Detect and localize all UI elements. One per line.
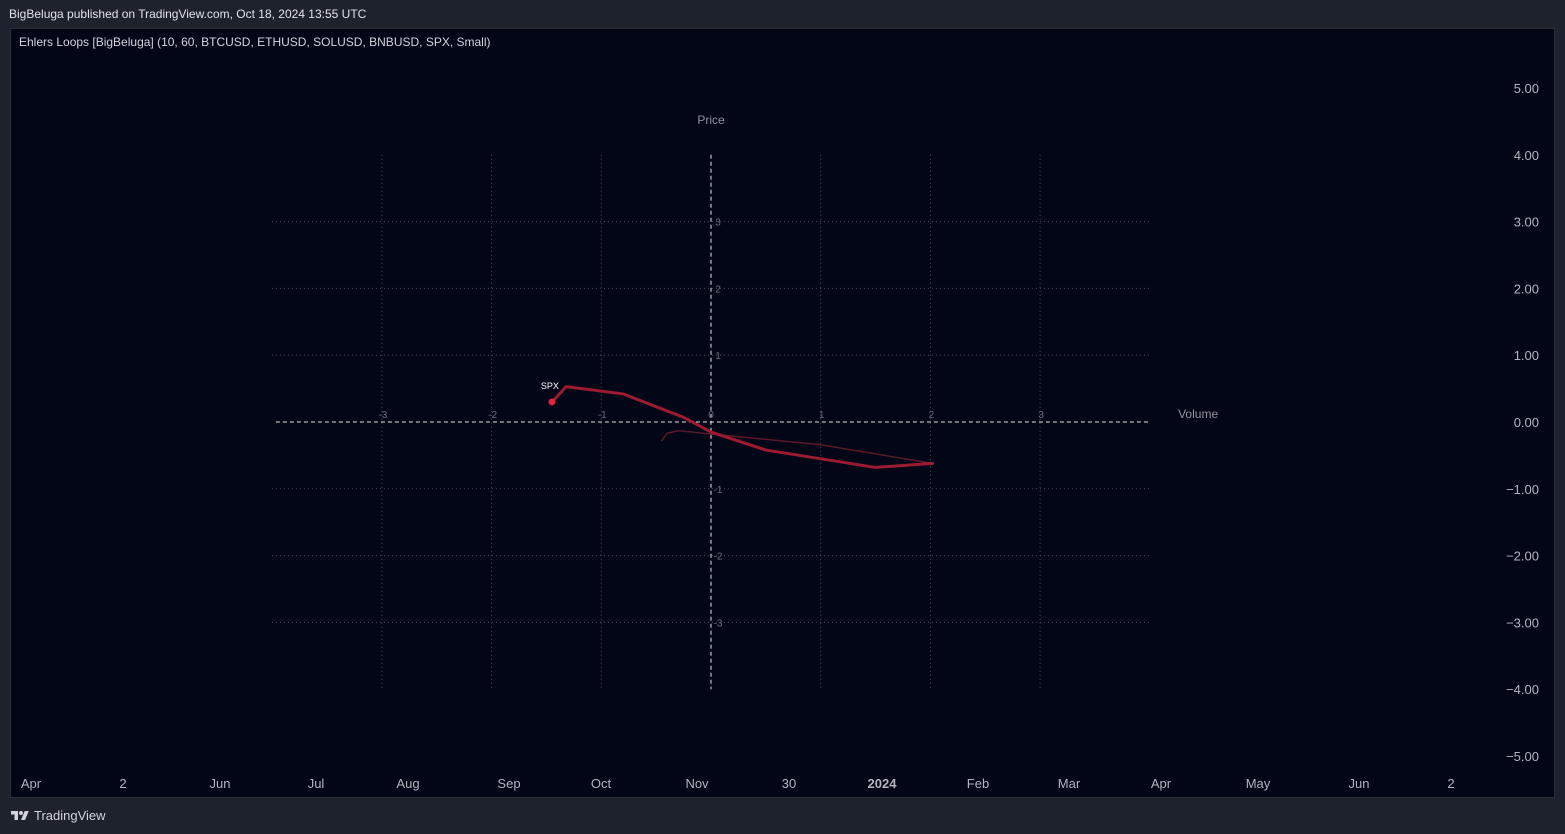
time-scale-label: 2024	[868, 776, 898, 791]
inner-x-tick-label: 1	[819, 410, 825, 421]
inner-x-tick-label: 2	[929, 410, 935, 421]
time-scale-label: 2	[1447, 776, 1454, 791]
time-scale-label: 30	[782, 776, 796, 791]
price-scale-label: −5.00	[1506, 749, 1539, 764]
time-scale-label: Nov	[685, 776, 709, 791]
inner-y-tick-label: 1	[715, 351, 721, 362]
header-bar: BigBeluga published on TradingView.com, …	[0, 0, 1565, 28]
spx-loop-tail	[660, 429, 934, 465]
price-scale-label: 1.00	[1514, 348, 1539, 363]
time-scale-label: Mar	[1058, 776, 1081, 791]
inner-x-tick-label: -1	[598, 410, 607, 421]
publish-info: BigBeluga published on TradingView.com, …	[9, 7, 367, 21]
indicator-title[interactable]: Ehlers Loops [BigBeluga] (10, 60, BTCUSD…	[19, 35, 491, 49]
spx-head-point	[548, 398, 556, 406]
inner-x-tick-label: 3	[1038, 410, 1044, 421]
price-scale-label: 4.00	[1514, 148, 1539, 163]
time-scale-label: Feb	[967, 776, 989, 791]
footer-bar: TradingView	[0, 800, 1565, 834]
y-axis-title: Price	[697, 113, 725, 127]
inner-y-tick-label: -3	[714, 618, 723, 629]
spx-series-label: SPX	[541, 381, 559, 391]
inner-x-tick-label: -3	[378, 410, 387, 421]
time-scale-label: May	[1246, 776, 1271, 791]
spx-loop-line	[550, 385, 935, 469]
tradingview-logo-icon	[11, 810, 29, 820]
price-scale-label: 2.00	[1514, 281, 1539, 296]
inner-y-tick-label: 3	[715, 218, 721, 229]
time-scale-label: Jul	[308, 776, 325, 791]
price-scale-label: 0.00	[1514, 415, 1539, 430]
time-scale-label: Jun	[1349, 776, 1370, 791]
x-axis-title: Volume	[1178, 407, 1218, 421]
price-scale-label: −2.00	[1506, 549, 1539, 564]
time-scale-label: Oct	[591, 776, 612, 791]
footer-brand[interactable]: TradingView	[10, 808, 106, 823]
loop-chart[interactable]: -3 -2 -1 0 1 2 3 3 2 1 -1 -2 -3 Price Volume SPX 5.00 4.0…	[11, 29, 1554, 797]
time-scale-label: 2	[119, 776, 126, 791]
price-scale-label: 3.00	[1514, 215, 1539, 230]
inner-y-tick-label: -2	[714, 552, 723, 563]
time-scale-label: Jun	[210, 776, 231, 791]
chart-panel[interactable]: -3 -2 -1 0 1 2 3 3 2 1 -1 -2 -3 Price Volume SPX 5.00 4.0…	[10, 28, 1555, 798]
price-scale-label: −3.00	[1506, 615, 1539, 630]
inner-x-tick-label: -2	[488, 410, 497, 421]
time-scale-label: Apr	[21, 776, 42, 791]
time-scale-label: Sep	[497, 776, 520, 791]
time-scale-label: Apr	[1151, 776, 1172, 791]
footer-brand-label: TradingView	[34, 808, 106, 823]
inner-x-tick-label: 0	[708, 410, 714, 421]
price-scale-label: −1.00	[1506, 482, 1539, 497]
inner-y-tick-label: 2	[715, 284, 721, 295]
time-scale-label: Aug	[396, 776, 419, 791]
price-scale-label: −4.00	[1506, 682, 1539, 697]
price-scale-label: 5.00	[1514, 81, 1539, 96]
inner-y-tick-label: -1	[714, 485, 723, 496]
